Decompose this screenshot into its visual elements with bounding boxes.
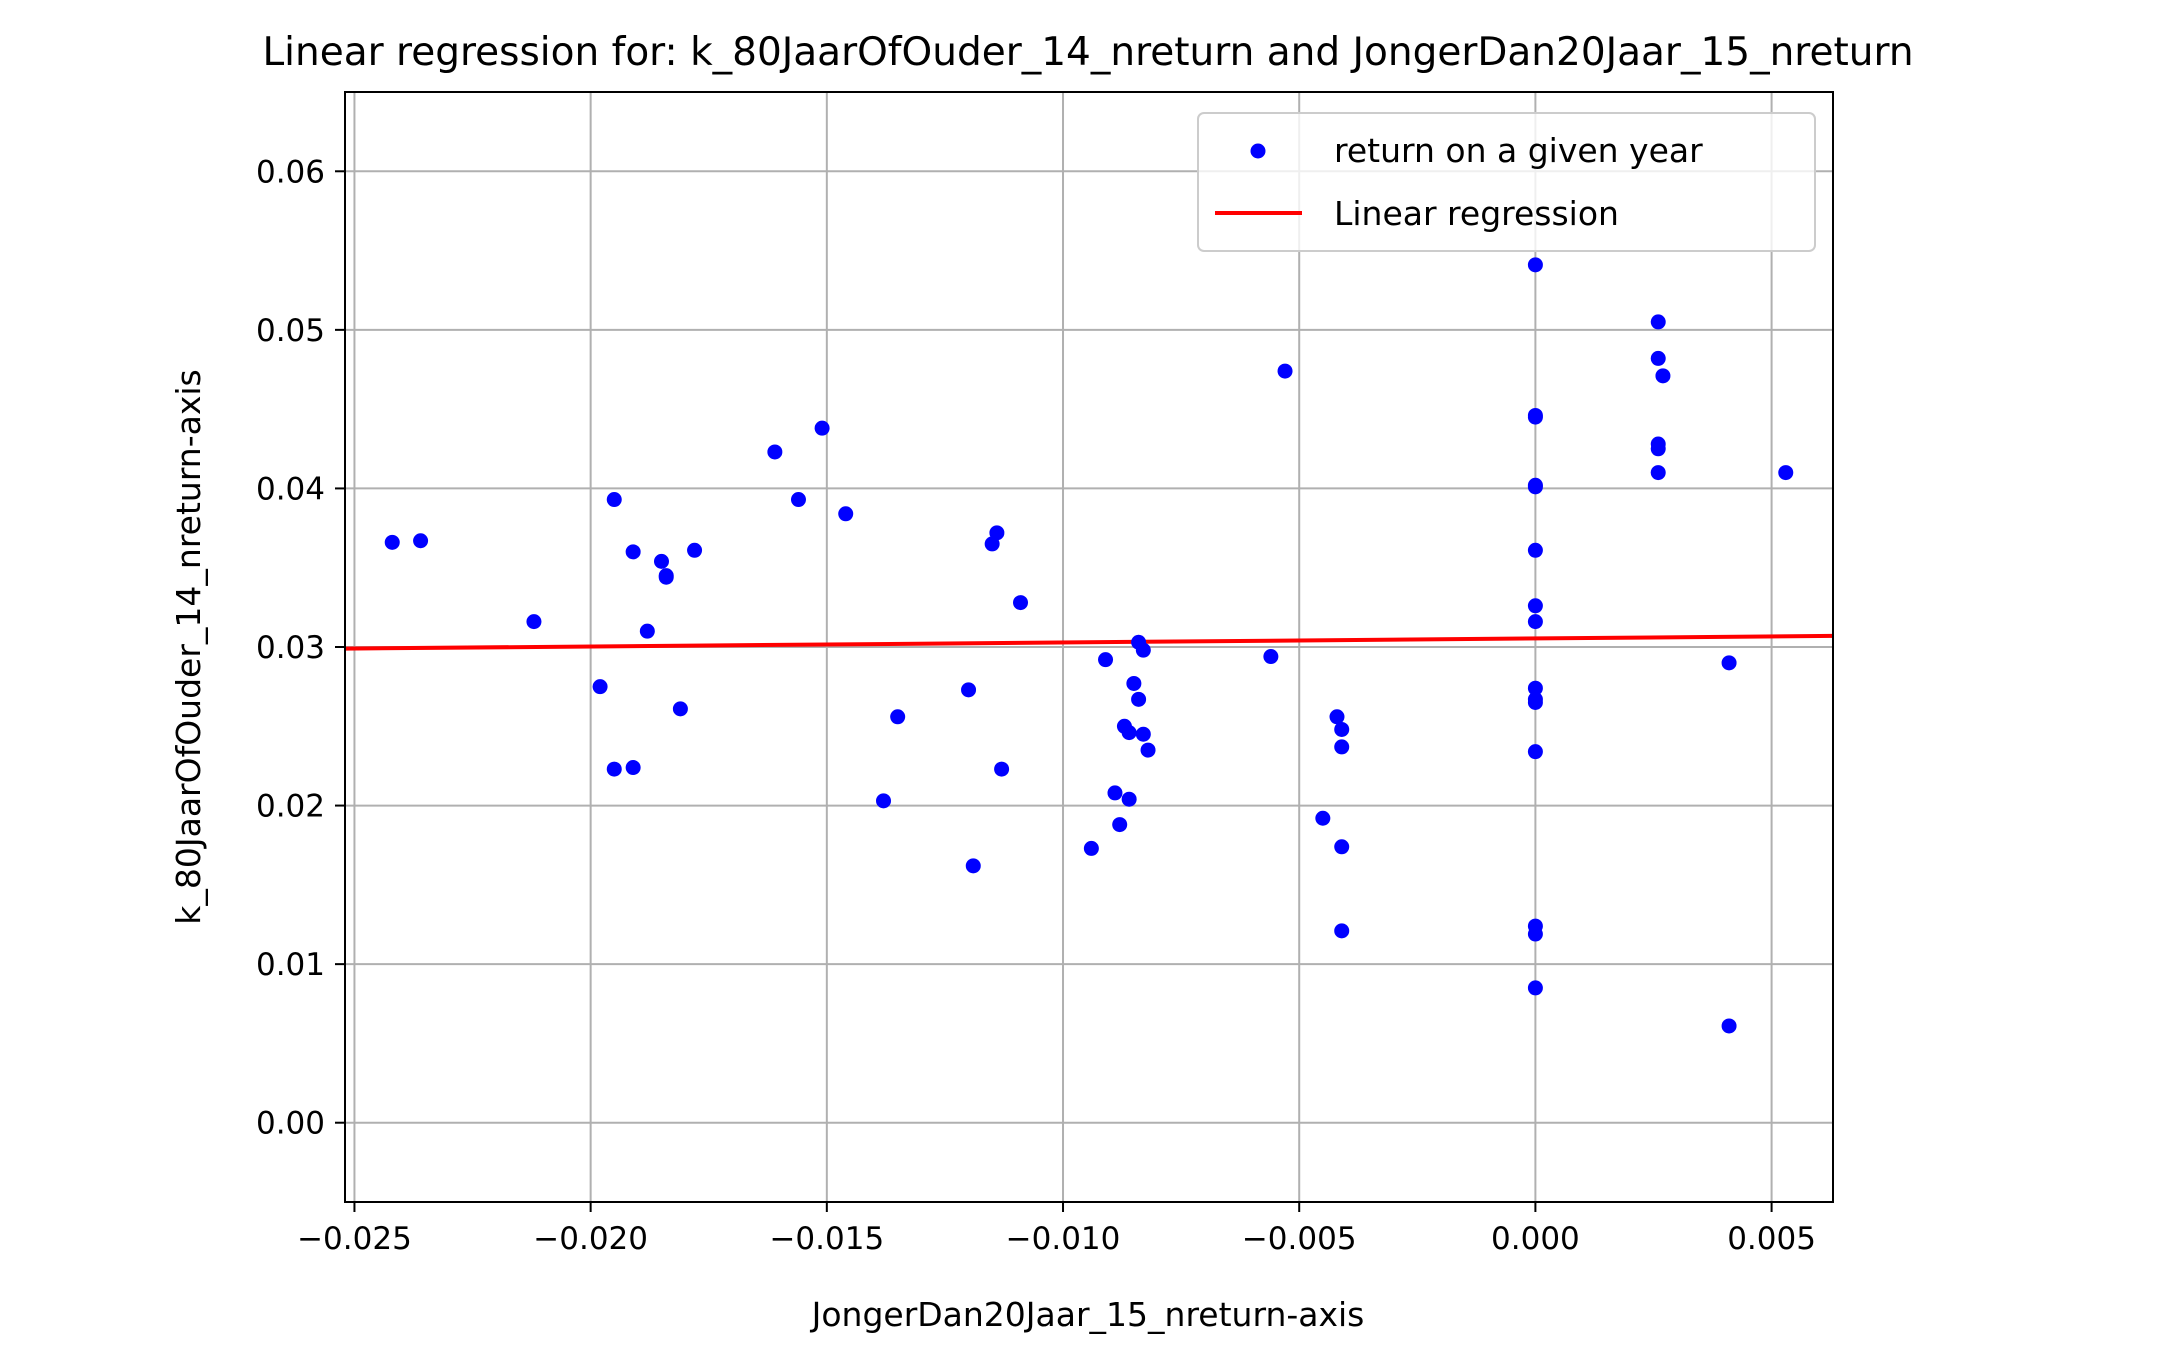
- data-point: [1107, 785, 1123, 801]
- y-tick-label: 0.01: [256, 947, 325, 983]
- x-tick-label: 0.000: [1491, 1221, 1580, 1257]
- regression-line-layer: [344, 633, 1834, 651]
- data-point: [413, 533, 429, 549]
- data-point: [994, 761, 1010, 777]
- data-point: [384, 534, 400, 550]
- data-point: [1778, 465, 1794, 481]
- legend-marker-scatter: [1250, 143, 1266, 159]
- data-point: [1140, 742, 1156, 758]
- legend-label-scatter: return on a given year: [1334, 131, 1703, 170]
- data-point: [1098, 652, 1114, 668]
- data-point: [1527, 744, 1543, 760]
- x-tick-label: 0.005: [1727, 1221, 1816, 1257]
- data-point: [1527, 980, 1543, 996]
- y-axis-label: k_80JaarOfOuder_14_nreturn-axis: [169, 369, 208, 924]
- data-point: [1329, 709, 1345, 725]
- data-point: [961, 682, 977, 698]
- data-point: [1650, 350, 1666, 366]
- data-point: [1131, 691, 1147, 707]
- x-tick-label: −0.020: [533, 1221, 648, 1257]
- data-point: [989, 525, 1005, 541]
- data-point: [1135, 642, 1151, 658]
- data-point: [625, 544, 641, 560]
- data-point: [1334, 721, 1350, 737]
- x-tick-label: −0.010: [1006, 1221, 1121, 1257]
- x-tick-label: −0.005: [1242, 1221, 1357, 1257]
- data-point: [1527, 479, 1543, 495]
- x-axis-label: JongerDan20Jaar_15_nreturn-axis: [810, 1295, 1365, 1334]
- legend: return on a given year Linear regression: [1197, 112, 1816, 252]
- data-point: [1013, 595, 1029, 611]
- data-point: [1277, 363, 1293, 379]
- data-point: [526, 614, 542, 630]
- data-points: [384, 257, 1794, 1034]
- data-point: [1334, 739, 1350, 755]
- data-point: [625, 760, 641, 776]
- y-tick-label: 0.05: [256, 313, 325, 349]
- data-point: [1527, 926, 1543, 942]
- data-point: [1655, 368, 1671, 384]
- data-point: [606, 492, 622, 508]
- data-point: [658, 569, 674, 585]
- data-point: [1527, 614, 1543, 630]
- y-tick-label: 0.02: [256, 789, 325, 825]
- data-point: [687, 542, 703, 558]
- x-axis-ticks: −0.025 −0.020 −0.015 −0.010 −0.005 0.000 0.005: [297, 1202, 1816, 1257]
- data-point: [790, 492, 806, 508]
- data-point: [890, 709, 906, 725]
- y-tick-label: 0.03: [256, 630, 325, 666]
- data-point: [606, 761, 622, 777]
- chart-title: Linear regression for: k_80JaarOfOuder_1…: [262, 30, 1913, 75]
- data-point: [1527, 598, 1543, 614]
- data-point: [672, 701, 688, 717]
- data-point: [1126, 675, 1142, 691]
- regression-line: [344, 633, 1834, 651]
- data-point: [1721, 655, 1737, 671]
- data-point: [1527, 257, 1543, 273]
- y-tick-label: 0.06: [256, 154, 325, 190]
- y-axis-ticks: 0.00 0.01 0.02 0.03 0.04 0.05 0.06: [256, 154, 345, 1142]
- data-point: [1527, 542, 1543, 558]
- data-point: [1121, 791, 1137, 807]
- data-point: [814, 420, 830, 436]
- y-tick-label: 0.04: [256, 471, 325, 507]
- data-point: [1083, 840, 1099, 856]
- legend-box: [1197, 112, 1816, 252]
- data-point: [1527, 695, 1543, 710]
- data-point: [1650, 465, 1666, 481]
- data-point: [1650, 314, 1666, 330]
- x-tick-label: −0.025: [297, 1221, 412, 1257]
- x-tick-label: −0.015: [769, 1221, 884, 1257]
- y-tick-label: 0.00: [256, 1106, 325, 1142]
- data-point: [1650, 441, 1666, 457]
- data-point: [838, 506, 854, 522]
- data-point: [1135, 726, 1151, 742]
- data-point: [767, 444, 783, 460]
- data-point: [653, 553, 669, 569]
- data-point: [1315, 810, 1331, 826]
- data-point: [1527, 409, 1543, 425]
- data-point: [965, 858, 981, 874]
- data-point: [592, 679, 608, 695]
- data-point: [639, 623, 655, 639]
- data-point: [1527, 680, 1543, 696]
- data-point: [1121, 725, 1137, 741]
- data-point: [876, 793, 892, 809]
- legend-label-line: Linear regression: [1334, 194, 1619, 233]
- data-point: [1263, 649, 1279, 665]
- data-point: [1334, 923, 1350, 939]
- data-point: [1334, 839, 1350, 855]
- data-point: [1721, 1018, 1737, 1034]
- data-point: [1112, 817, 1128, 833]
